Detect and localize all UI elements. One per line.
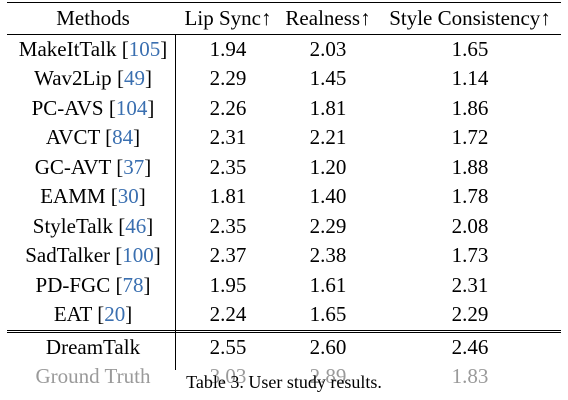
ours-method-name: DreamTalk <box>7 329 179 362</box>
method-cell: AVCT [84] <box>45 125 141 150</box>
citation-link[interactable]: 46 <box>125 213 147 238</box>
method-name: PD-FGC <box>35 272 111 297</box>
table-row: SadTalker [100] 2.37 2.38 1.73 <box>7 241 561 271</box>
style-consistency-value: 2.29 <box>451 302 489 327</box>
method-cell: EAMM [30] <box>40 184 146 209</box>
ground-truth-row: Ground Truth 3.03 2.89 1.83 <box>7 362 561 392</box>
table-row: MakeItTalk [105] 1.94 2.03 1.65 <box>7 34 561 64</box>
table-header-row: Methods Lip Sync↑ Realness↑ Style Consis… <box>7 4 561 35</box>
realness-value: 2.60 <box>277 329 379 362</box>
realness-value: 1.61 <box>309 272 347 297</box>
lip-sync-value: 1.94 <box>209 36 247 61</box>
method-name: EAT <box>53 302 92 327</box>
method-name: Wav2Lip <box>34 66 112 91</box>
lip-sync-value: 2.55 <box>179 329 277 362</box>
realness-value: 2.03 <box>309 36 347 61</box>
lip-sync-value: 2.31 <box>209 125 247 150</box>
realness-value: 1.65 <box>309 302 347 327</box>
realness-value: 1.40 <box>309 184 347 209</box>
table-row: StyleTalk [46] 2.35 2.29 2.08 <box>7 212 561 242</box>
realness-value: 2.21 <box>309 125 347 150</box>
style-consistency-value: 1.88 <box>451 154 489 179</box>
lip-sync-value: 2.24 <box>209 302 247 327</box>
header-realness: Realness↑ <box>277 4 379 35</box>
style-consistency-value: 1.72 <box>451 125 489 150</box>
method-cell: EAT [20] <box>53 302 133 327</box>
citation-link[interactable]: 37 <box>123 154 145 179</box>
lip-sync-value: 2.35 <box>209 154 247 179</box>
table-row: GC-AVT [37] 2.35 1.20 1.88 <box>7 153 561 183</box>
table-row: EAMM [30] 1.81 1.40 1.78 <box>7 182 561 212</box>
method-cell: PD-FGC [78] <box>35 272 151 297</box>
method-name: AVCT <box>45 125 100 150</box>
user-study-table: Methods Lip Sync↑ Realness↑ Style Consis… <box>7 4 561 392</box>
style-consistency-value: 1.86 <box>451 95 489 120</box>
citation-link[interactable]: 30 <box>117 184 139 209</box>
realness-value: 2.38 <box>309 243 347 268</box>
header-methods: Methods <box>7 4 179 35</box>
style-consistency-value: 1.73 <box>451 243 489 268</box>
table-top-rule <box>7 2 561 3</box>
table-row: Wav2Lip [49] 2.29 1.45 1.14 <box>7 64 561 94</box>
method-name: StyleTalk <box>32 213 113 238</box>
method-name: MakeItTalk <box>18 36 117 61</box>
lip-sync-value: 2.29 <box>209 66 247 91</box>
lip-sync-value: 3.03 <box>209 364 247 389</box>
citation-link[interactable]: 20 <box>104 302 126 327</box>
style-consistency-value: 2.31 <box>451 272 489 297</box>
style-consistency-value: 1.65 <box>451 36 489 61</box>
method-name: GC-AVT <box>34 154 111 179</box>
style-consistency-value: 2.46 <box>379 329 561 362</box>
citation-link[interactable]: 104 <box>115 95 148 120</box>
citation-link[interactable]: 105 <box>128 36 161 61</box>
style-consistency-value: 1.83 <box>451 364 489 389</box>
citation-link[interactable]: 100 <box>122 243 154 268</box>
realness-value: 1.20 <box>309 154 347 179</box>
citation-link[interactable]: 78 <box>122 272 144 297</box>
ground-truth-label: Ground Truth <box>35 364 151 389</box>
method-cell: GC-AVT [37] <box>34 154 152 179</box>
method-name: EAMM <box>40 184 106 209</box>
table-row: PD-FGC [78] 1.95 1.61 2.31 <box>7 271 561 301</box>
header-lip-sync: Lip Sync↑ <box>179 4 277 35</box>
lip-sync-value: 2.26 <box>209 95 247 120</box>
method-column-divider <box>175 34 176 370</box>
table-row: AVCT [84] 2.31 2.21 1.72 <box>7 123 561 153</box>
realness-value: 2.89 <box>309 364 347 389</box>
lip-sync-value: 2.35 <box>209 213 247 238</box>
citation-link[interactable]: 49 <box>123 66 145 91</box>
citation-link[interactable]: 84 <box>112 125 134 150</box>
method-cell: MakeItTalk [105] <box>18 36 168 61</box>
realness-value: 1.45 <box>309 66 347 91</box>
lip-sync-value: 1.95 <box>209 272 247 297</box>
method-cell: PC-AVS [104] <box>31 95 155 120</box>
lip-sync-value: 1.81 <box>209 184 247 209</box>
realness-value: 1.81 <box>309 95 347 120</box>
method-name: SadTalker <box>25 243 111 268</box>
method-cell: StyleTalk [46] <box>32 213 154 238</box>
ours-row: DreamTalk 2.55 2.60 2.46 <box>7 329 561 362</box>
method-cell: Wav2Lip [49] <box>34 66 152 91</box>
table-caption: Table 3. User study results. <box>186 372 382 392</box>
style-consistency-value: 1.78 <box>451 184 489 209</box>
style-consistency-value: 1.14 <box>451 66 489 91</box>
lip-sync-value: 2.37 <box>209 243 247 268</box>
method-name: PC-AVS <box>31 95 104 120</box>
style-consistency-value: 2.08 <box>451 213 489 238</box>
table-row: EAT [20] 2.24 1.65 2.29 <box>7 300 561 331</box>
table-row: PC-AVS [104] 2.26 1.81 1.86 <box>7 94 561 124</box>
method-cell: SadTalker [100] <box>25 243 161 268</box>
header-style-consistency: Style Consistency↑ <box>379 4 561 35</box>
realness-value: 2.29 <box>309 213 347 238</box>
